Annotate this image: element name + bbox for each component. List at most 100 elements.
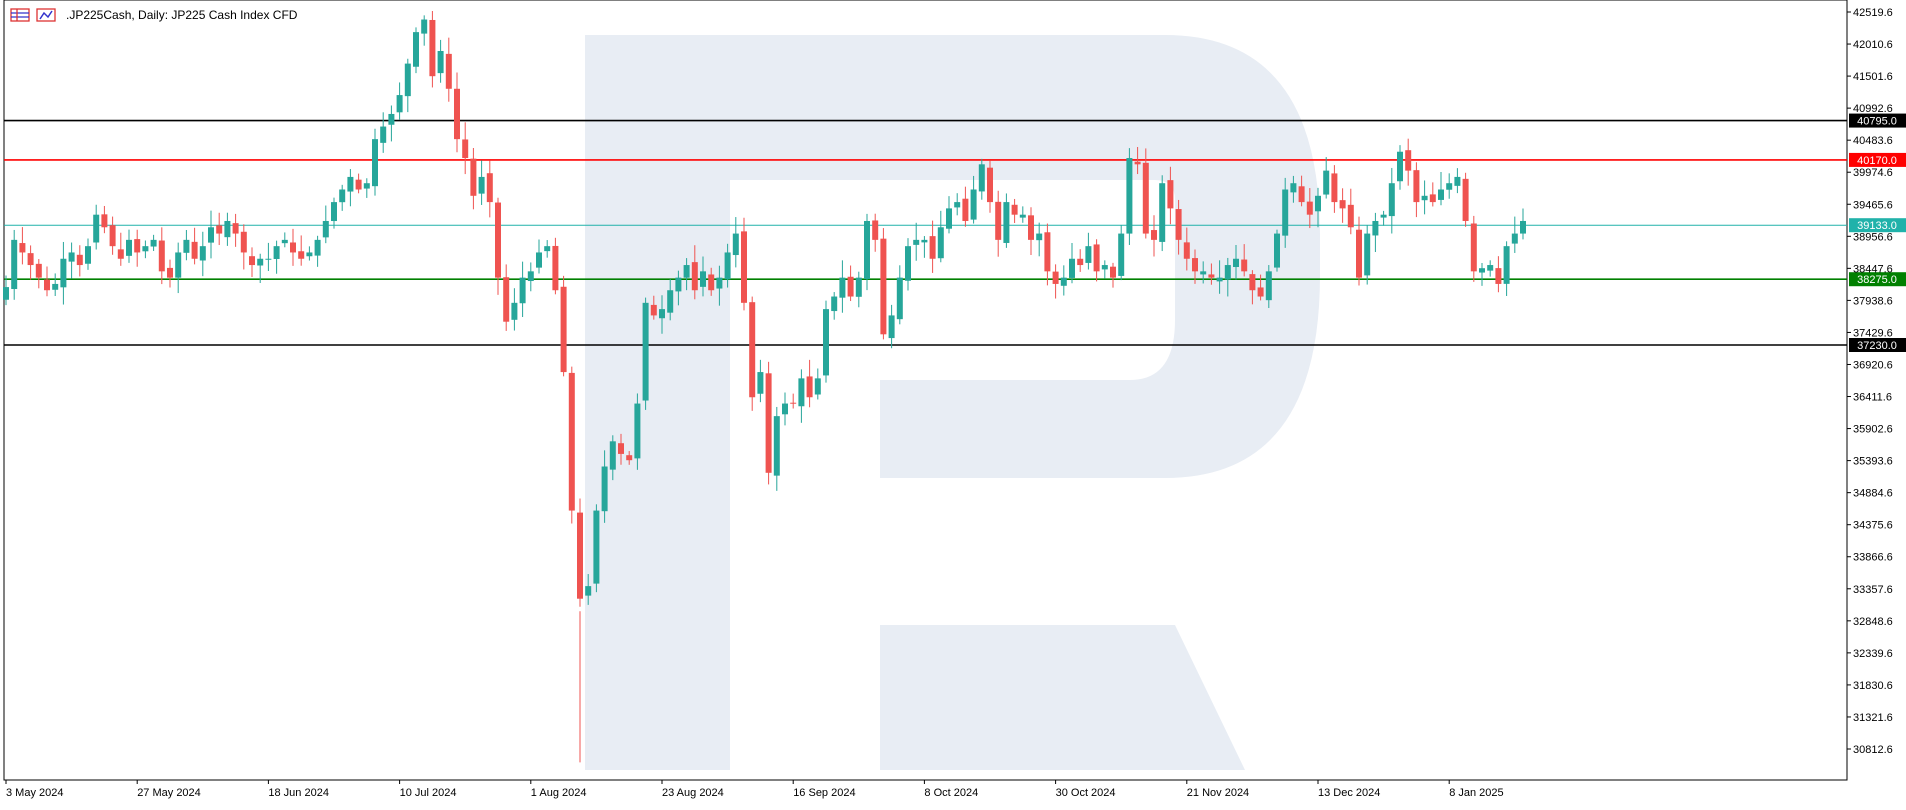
candle bbox=[52, 273, 59, 296]
candle-body bbox=[1347, 204, 1354, 228]
candle bbox=[478, 160, 485, 205]
candle bbox=[109, 216, 116, 255]
candle-body bbox=[1421, 195, 1428, 201]
candle bbox=[1265, 265, 1272, 309]
candle-body bbox=[347, 176, 354, 192]
candle bbox=[757, 359, 764, 403]
candle-body bbox=[855, 277, 862, 297]
candle bbox=[708, 267, 715, 296]
candle-body bbox=[675, 277, 682, 292]
level-price-tag bbox=[1849, 272, 1906, 287]
candle-body bbox=[1118, 233, 1125, 276]
candle bbox=[322, 205, 329, 244]
candle-body bbox=[1142, 162, 1149, 234]
candle-body bbox=[1438, 189, 1444, 200]
candle-body bbox=[642, 302, 649, 401]
candle-body bbox=[790, 402, 797, 404]
candle bbox=[626, 451, 633, 465]
candle-body bbox=[290, 242, 296, 253]
y-tick-label: 36920.6 bbox=[1853, 359, 1893, 371]
level-price-label: 37230.0 bbox=[1857, 340, 1897, 352]
candle bbox=[68, 242, 75, 279]
candle bbox=[1503, 241, 1510, 296]
candle-body bbox=[52, 283, 59, 290]
candle bbox=[577, 498, 583, 607]
candle-body bbox=[429, 19, 436, 77]
candle bbox=[773, 406, 780, 491]
candle-body bbox=[1192, 258, 1198, 272]
candle-body bbox=[683, 265, 690, 278]
candle bbox=[158, 227, 165, 285]
x-tick-label: 18 Jun 2024 bbox=[268, 787, 329, 799]
candle bbox=[905, 238, 911, 291]
candle bbox=[35, 259, 42, 289]
y-tick-label: 42010.6 bbox=[1853, 39, 1893, 51]
candle-body bbox=[1060, 277, 1067, 286]
candle-body bbox=[1495, 268, 1502, 284]
candle bbox=[1003, 193, 1010, 248]
candle bbox=[1093, 239, 1100, 282]
candle bbox=[1159, 175, 1166, 252]
candle-body bbox=[519, 277, 526, 304]
candle bbox=[1421, 180, 1428, 215]
candle-body bbox=[314, 239, 321, 256]
candle bbox=[191, 227, 198, 265]
candle-body bbox=[60, 258, 67, 288]
x-tick-label: 30 Oct 2024 bbox=[1056, 787, 1116, 799]
candle bbox=[1175, 199, 1182, 255]
plot-frame bbox=[3, 0, 1848, 781]
candle bbox=[1470, 215, 1477, 282]
candle-body bbox=[1134, 161, 1141, 165]
candle-body bbox=[1110, 266, 1116, 278]
chart-icon[interactable] bbox=[36, 7, 56, 23]
candle-body bbox=[249, 256, 255, 266]
candle bbox=[183, 230, 190, 261]
candle bbox=[1511, 216, 1518, 253]
candle-body bbox=[1323, 170, 1330, 195]
y-tick-label: 31321.6 bbox=[1853, 712, 1893, 724]
candle-body bbox=[700, 271, 706, 287]
candle-body bbox=[142, 246, 149, 252]
candle-body bbox=[823, 309, 829, 376]
candle-body bbox=[11, 239, 18, 290]
candle bbox=[1167, 166, 1174, 225]
candle-body bbox=[158, 240, 165, 272]
candle-body bbox=[609, 441, 616, 470]
candle bbox=[1192, 249, 1198, 284]
candle bbox=[1241, 244, 1248, 277]
candle bbox=[765, 361, 772, 485]
candle-body bbox=[445, 53, 452, 89]
candle bbox=[437, 39, 444, 83]
table-icon[interactable] bbox=[10, 7, 30, 23]
candle bbox=[519, 261, 526, 318]
candle bbox=[1274, 229, 1280, 272]
candle bbox=[937, 210, 944, 263]
candle-body bbox=[35, 263, 42, 278]
candle bbox=[1372, 212, 1379, 253]
candle-body bbox=[814, 378, 821, 395]
candle-body bbox=[232, 223, 239, 234]
candle bbox=[995, 190, 1002, 257]
y-tick-label: 38956.6 bbox=[1853, 231, 1893, 243]
candle-body bbox=[85, 246, 91, 264]
candle-body bbox=[970, 189, 977, 220]
candle bbox=[601, 450, 608, 523]
candle bbox=[421, 15, 428, 46]
candle bbox=[363, 178, 370, 198]
candle-body bbox=[978, 164, 985, 192]
candle bbox=[642, 297, 649, 410]
candle bbox=[1118, 225, 1125, 281]
candle bbox=[232, 213, 239, 247]
y-tick-label: 36411.6 bbox=[1853, 392, 1892, 404]
x-tick-label: 1 Aug 2024 bbox=[531, 787, 587, 799]
candle-body bbox=[544, 246, 551, 252]
candle bbox=[1110, 262, 1116, 288]
candle-body bbox=[741, 231, 747, 303]
candle bbox=[536, 239, 542, 274]
candle-body bbox=[298, 251, 305, 259]
candle-body bbox=[265, 258, 272, 260]
candle-body bbox=[117, 249, 124, 259]
candle-body bbox=[1167, 180, 1174, 209]
